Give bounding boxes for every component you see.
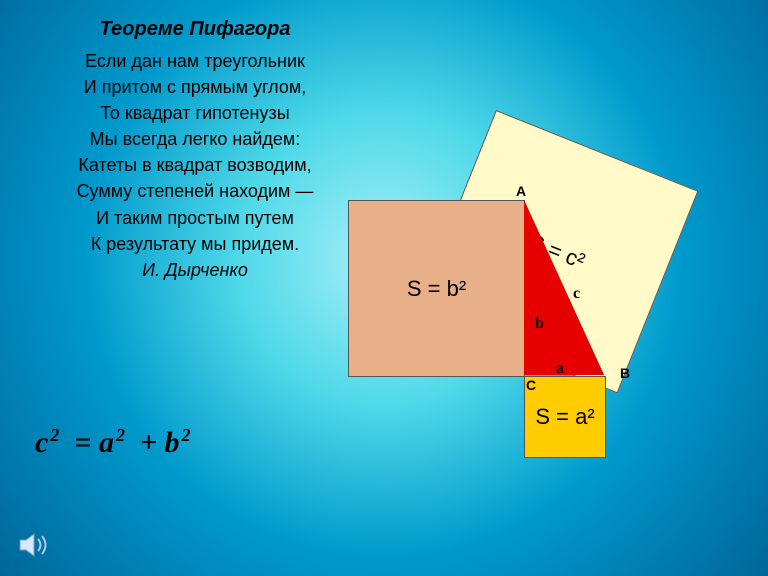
- title: Теореме Пифагора: [40, 18, 350, 41]
- poem-line: И таким простым путем: [30, 205, 360, 231]
- formula-lhs-exp: 2: [48, 425, 59, 445]
- sound-icon[interactable]: [18, 530, 52, 560]
- square-a-label: S = a²: [535, 404, 594, 430]
- vertex-c: C: [526, 377, 536, 393]
- square-b: S = b²: [348, 200, 525, 377]
- poem-line: Мы всегда легко найдем:: [30, 126, 360, 152]
- vertex-b: B: [620, 365, 630, 381]
- poem: Если дан нам треугольник И притом с прям…: [30, 48, 360, 283]
- formula-lhs-base: c: [35, 426, 48, 459]
- square-b-label: S = b²: [407, 276, 466, 302]
- square-a: S = a²: [524, 376, 606, 458]
- poem-line: То квадрат гипотенузы: [30, 100, 360, 126]
- formula-rhs2-base: b: [165, 426, 180, 459]
- poem-line: Катеты в квадрат возводим,: [30, 152, 360, 178]
- diagram: S = c² S = b² S = a² A B C a b c: [348, 155, 768, 515]
- side-b: b: [535, 315, 544, 333]
- formula-rhs1-exp: 2: [114, 425, 125, 445]
- vertex-a: A: [516, 183, 526, 199]
- triangle: [524, 200, 604, 375]
- side-a: a: [556, 360, 564, 378]
- formula: c2 = a2 + b2: [35, 425, 191, 460]
- formula-rhs1-base: a: [99, 426, 114, 459]
- formula-rhs2-exp: 2: [180, 425, 191, 445]
- poem-author: И. Дырченко: [30, 257, 360, 283]
- poem-line: Сумму степеней находим —: [30, 178, 360, 204]
- side-c: c: [573, 285, 580, 303]
- poem-line: К результату мы придем.: [30, 231, 360, 257]
- poem-line: И притом с прямым углом,: [30, 74, 360, 100]
- slide: Теореме Пифагора Если дан нам треугольни…: [0, 0, 768, 576]
- poem-line: Если дан нам треугольник: [30, 48, 360, 74]
